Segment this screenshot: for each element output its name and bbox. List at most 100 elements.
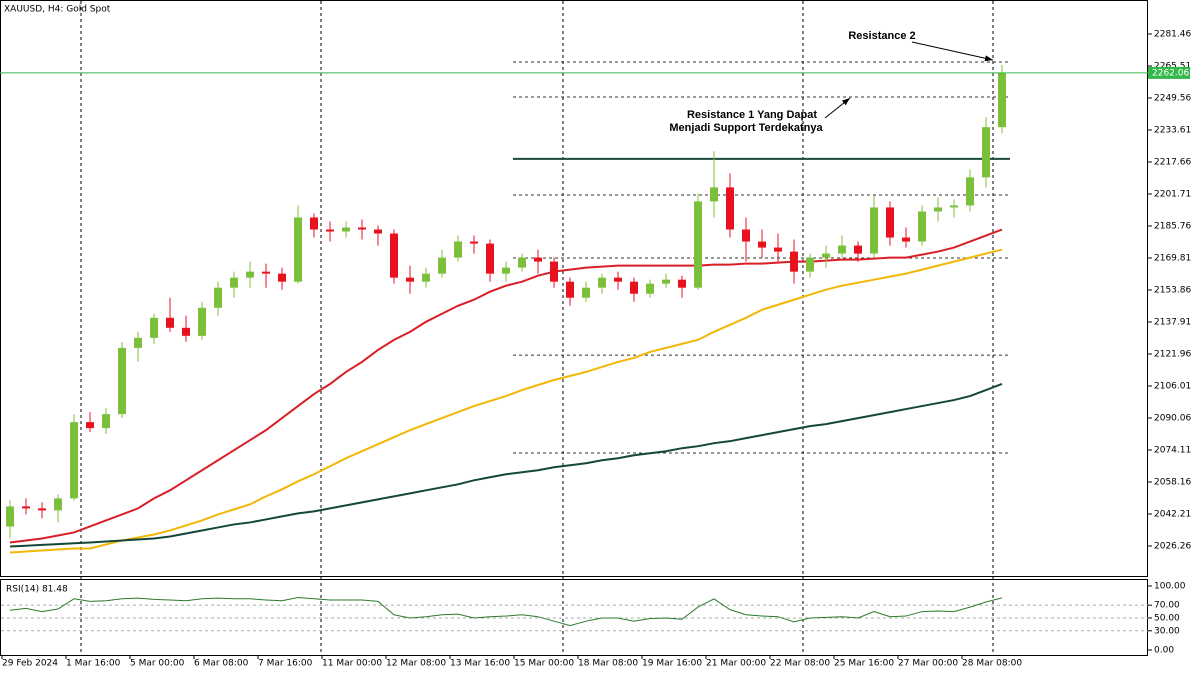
y-tick-label: 2217.66 — [1154, 157, 1191, 167]
x-tick-label: 1 Mar 16:00 — [66, 659, 121, 669]
candle-body — [806, 257, 814, 272]
candle-body — [534, 257, 542, 262]
candle-body — [342, 227, 350, 232]
candle-body — [694, 201, 702, 288]
candle-body — [822, 253, 830, 258]
candle-body — [294, 217, 302, 282]
y-tick-label: 2153.86 — [1154, 285, 1191, 295]
candle-body — [166, 317, 174, 328]
annotation: Resistance 2 — [848, 30, 915, 42]
x-tick-label: 21 Mar 00:00 — [706, 659, 766, 669]
candle-body — [374, 229, 382, 234]
candle-body — [438, 257, 446, 274]
candle-body — [950, 205, 958, 208]
y-tick-label: 2026.26 — [1154, 541, 1191, 551]
y-tick-label: 2042.21 — [1154, 509, 1191, 519]
candle-body — [246, 271, 254, 278]
candle-body — [934, 207, 942, 212]
period-separators — [80, 1, 994, 655]
y-tick-label: 70.00 — [1154, 601, 1180, 611]
y-tick-label: 2090.06 — [1154, 413, 1191, 423]
candle-body — [6, 506, 14, 527]
moving-average — [9, 248, 1003, 554]
annotation-arrow — [911, 41, 994, 62]
candle-body — [214, 287, 222, 308]
candle-body — [598, 277, 606, 288]
candle-body — [310, 217, 318, 230]
candle-body — [966, 177, 974, 206]
candle-body — [22, 506, 30, 509]
candle-body — [662, 279, 670, 284]
candle-body — [982, 127, 990, 178]
candle-body — [854, 245, 862, 254]
candle-body — [102, 414, 110, 429]
candle-body — [278, 273, 286, 282]
last-price-label: 2262.06 — [1152, 68, 1189, 78]
candle-body — [230, 277, 238, 288]
y-tick-label: 2281.46 — [1154, 29, 1191, 39]
candle-body — [918, 211, 926, 242]
x-tick-label: 25 Mar 16:00 — [834, 659, 894, 669]
candle-body — [406, 277, 414, 282]
candle-body — [518, 257, 526, 268]
y-tick-label: 30.00 — [1154, 626, 1180, 636]
last-price-box — [1148, 66, 1190, 79]
candle-body — [326, 229, 334, 232]
rsi-line — [9, 596, 1003, 627]
candle-body — [550, 261, 558, 282]
y-tick-label: 2106.01 — [1154, 381, 1191, 391]
candle-body — [54, 498, 62, 511]
x-tick-label: 6 Mar 08:00 — [194, 659, 249, 669]
candle-body — [742, 229, 750, 242]
candle-body — [902, 237, 910, 242]
y-tick-label: 50.00 — [1154, 613, 1180, 623]
candle-body — [630, 281, 638, 294]
candle-body — [390, 233, 398, 278]
y-tick-label: 2201.71 — [1154, 189, 1191, 199]
x-tick-label: 29 Feb 2024 — [2, 659, 58, 669]
candle-body — [486, 243, 494, 274]
annotation-arrow — [824, 97, 851, 119]
rsi-title: RSI(14) 81.48 — [6, 585, 68, 595]
y-tick-label: 2233.61 — [1154, 125, 1191, 135]
x-tick-label: 22 Mar 08:00 — [770, 659, 830, 669]
candle-body — [134, 337, 142, 348]
x-tick-label: 11 Mar 00:00 — [322, 659, 382, 669]
candle-body — [118, 347, 126, 415]
candle-body — [150, 317, 158, 338]
main-panel — [0, 0, 1148, 577]
y-tick-label: 2249.56 — [1154, 93, 1191, 103]
candle-body — [470, 241, 478, 244]
y-tick-label: 2185.76 — [1154, 221, 1191, 231]
candle-body — [646, 283, 654, 294]
y-tick-label: 2121.96 — [1154, 349, 1191, 359]
annotation: Resistance 1 Yang Dapat — [687, 109, 817, 121]
x-tick-label: 12 Mar 08:00 — [386, 659, 446, 669]
candle-body — [566, 281, 574, 298]
y-tick-label: 2169.81 — [1154, 253, 1191, 263]
candle-body — [198, 307, 206, 336]
x-tick-label: 27 Mar 00:00 — [898, 659, 958, 669]
candle-body — [358, 227, 366, 230]
chart-title: XAUUSD, H4: Gold Spot — [4, 5, 111, 15]
candle-body — [38, 508, 46, 511]
moving-average — [9, 228, 1003, 544]
x-tick-label: 7 Mar 16:00 — [258, 659, 313, 669]
x-tick-label: 15 Mar 00:00 — [514, 659, 574, 669]
candle-body — [726, 187, 734, 230]
y-tick-label: 2074.11 — [1154, 445, 1191, 455]
candle-body — [886, 207, 894, 238]
candle-body — [838, 245, 846, 254]
y-tick-label: 0.00 — [1154, 645, 1174, 655]
x-tick-label: 18 Mar 08:00 — [578, 659, 638, 669]
candle-body — [262, 271, 270, 274]
candle-body — [582, 287, 590, 298]
candle-body — [182, 327, 190, 336]
x-tick-label: 5 Mar 00:00 — [130, 659, 185, 669]
candle-body — [758, 241, 766, 248]
y-tick-label: 2265.51 — [1154, 61, 1191, 71]
x-tick-label: 19 Mar 16:00 — [642, 659, 702, 669]
candle-body — [790, 251, 798, 272]
y-tick-label: 100.00 — [1154, 581, 1186, 591]
